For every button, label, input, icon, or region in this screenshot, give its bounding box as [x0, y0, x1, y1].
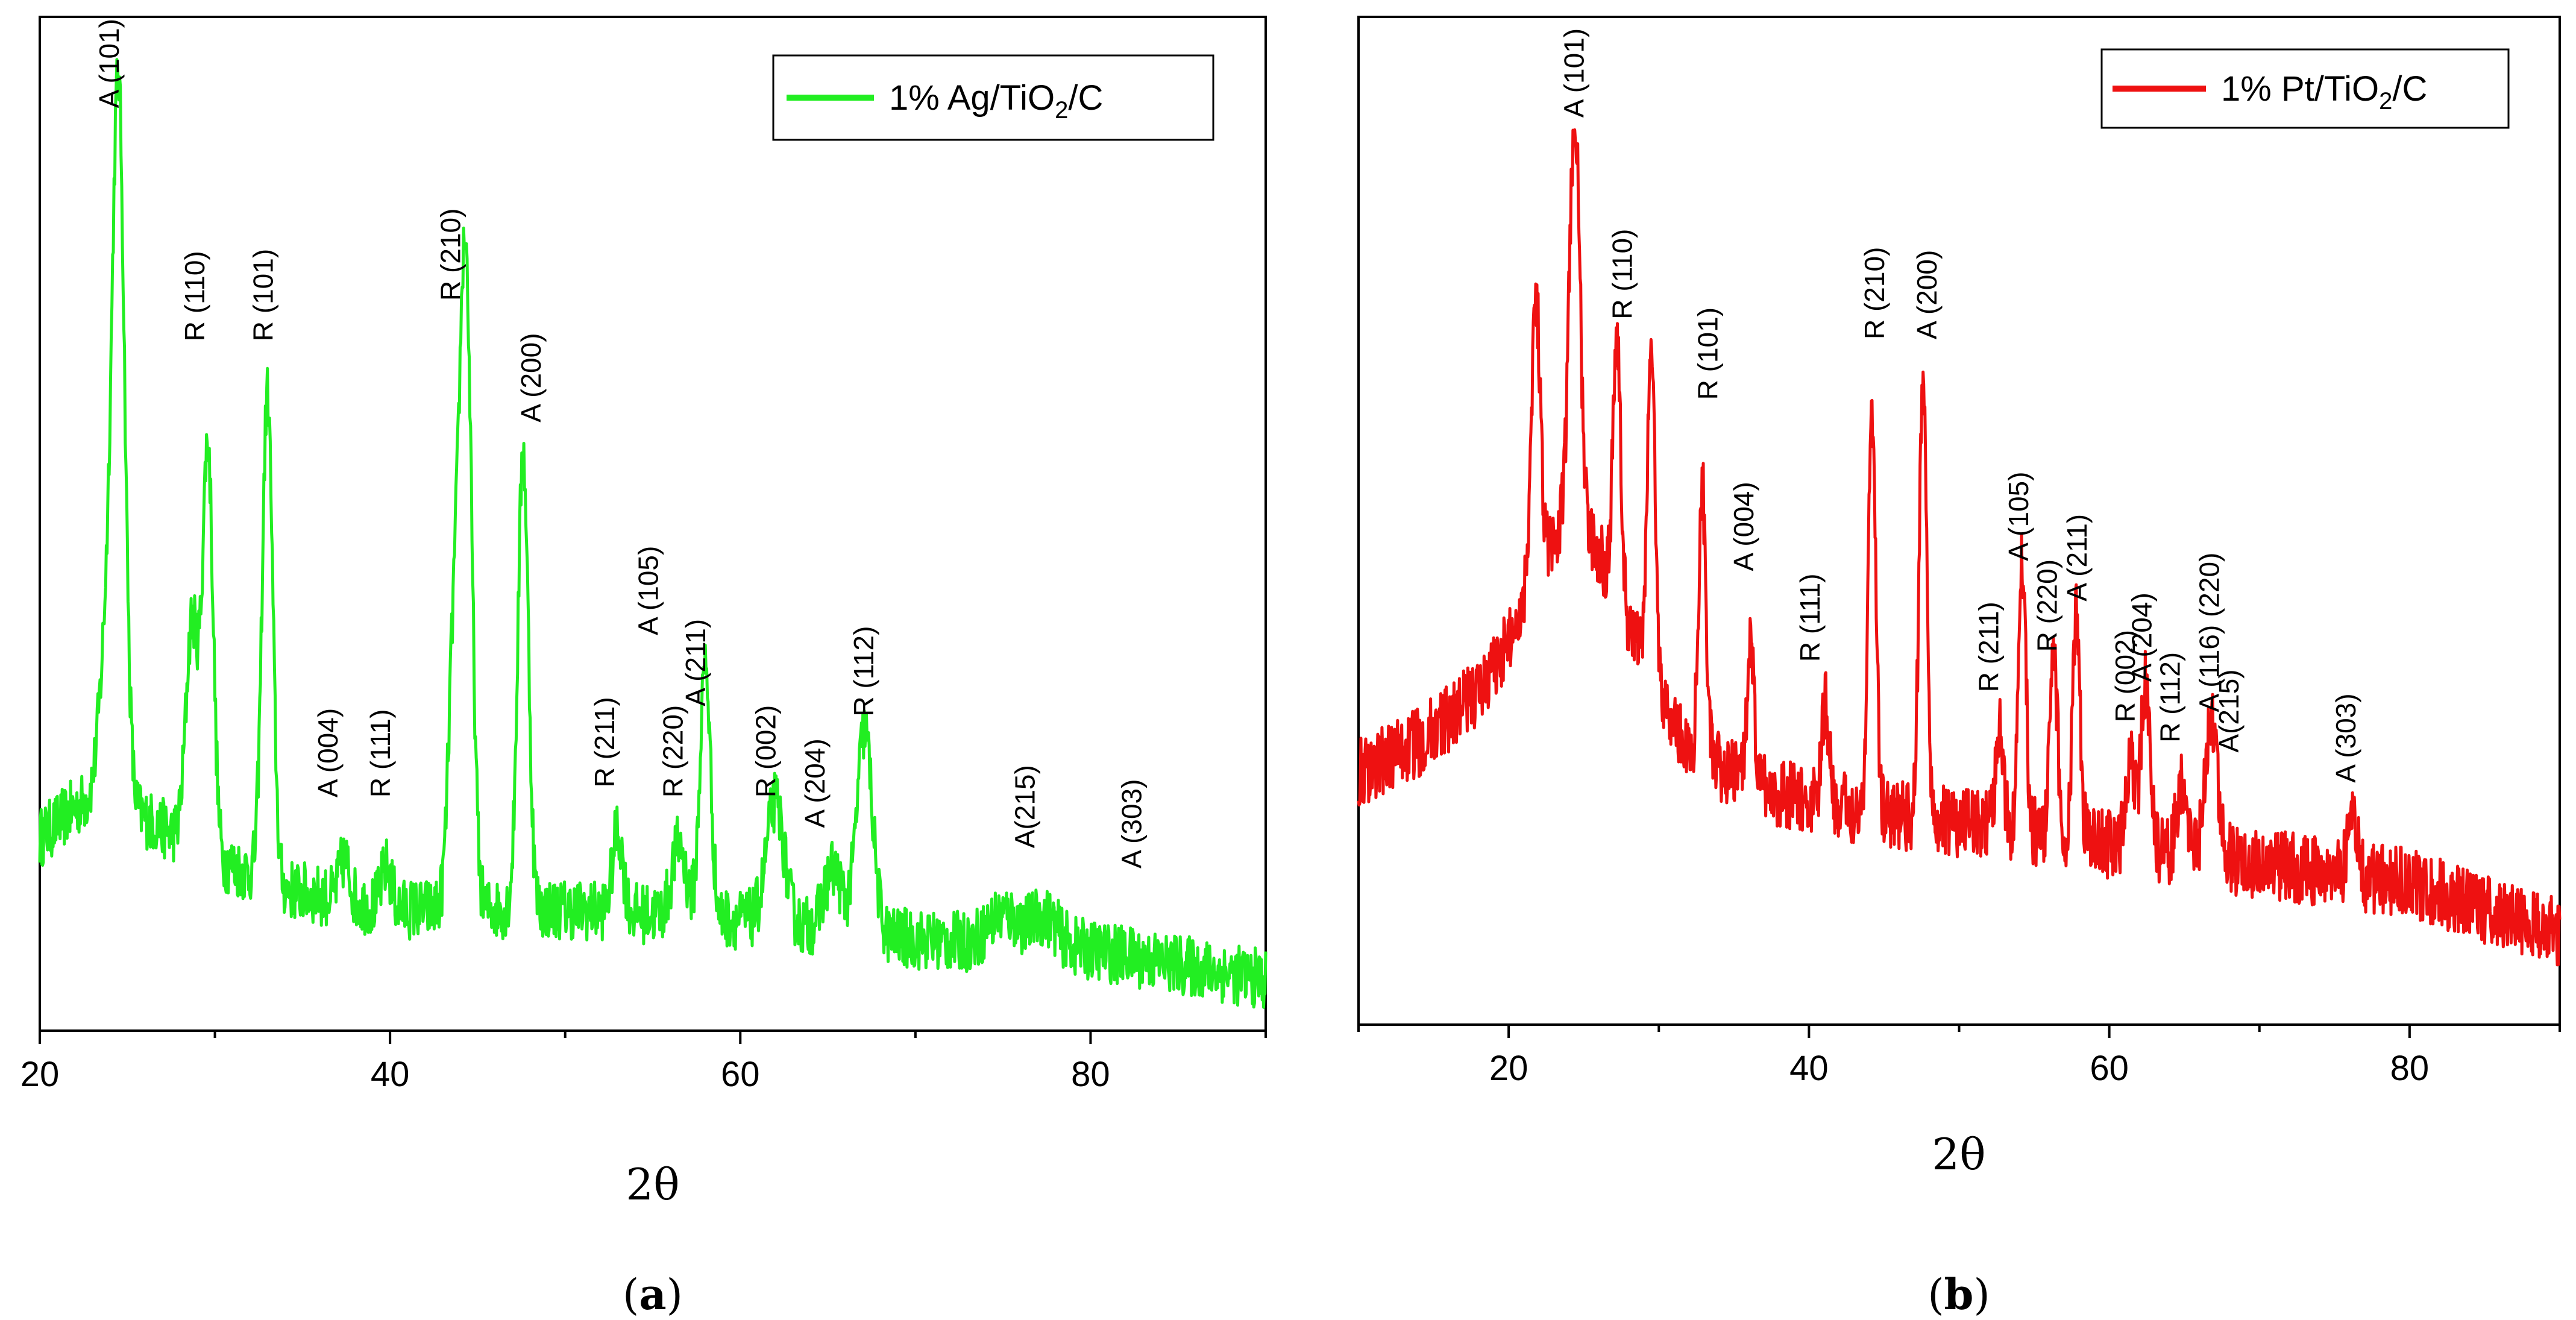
x-tick-label-a-40: 40 — [371, 1055, 410, 1094]
x-tick-label-b-20: 20 — [1489, 1049, 1528, 1088]
panel-letter-b: b — [1944, 1269, 1974, 1319]
peak-label-a-10: A (211) — [680, 619, 711, 706]
legend-b: 1% Pt/TiO2/C — [2100, 48, 2510, 129]
series-line-a — [38, 58, 1268, 1009]
x-axis-title-b: 2θ — [1932, 1129, 1985, 1180]
peak-label-b-0: A (101) — [1559, 28, 1590, 118]
x-axis-a: 20 40 60 80 — [20, 1031, 1267, 1094]
legend-text-prefix-b: 1% Pt/TiO — [2221, 69, 2379, 108]
peak-label-a-11: R (002) — [750, 705, 781, 797]
peak-label-b-16: A (303) — [2330, 693, 2361, 782]
peak-label-a-4: R (111) — [365, 709, 396, 798]
x-axis-b: 20 40 60 80 — [1357, 1025, 2561, 1088]
annotation-layer-a: A (101) R (110) R (101) A (004) R (111) R (21… — [93, 19, 1148, 869]
chart-panel-a: A (101) R (110) R (101) A (004) R (111) R (21… — [20, 16, 1268, 1319]
peak-label-a-8: A (105) — [633, 546, 664, 635]
legend-label-a: 1% Ag/TiO2/C — [889, 78, 1103, 124]
peak-label-b-13: R (112) — [2155, 652, 2186, 743]
panel-caption-a: (a) — [623, 1269, 683, 1319]
peak-label-b-5: R (210) — [1859, 247, 1890, 339]
peak-label-a-2: R (101) — [247, 249, 278, 341]
legend-text-suffix-a: /C — [1068, 78, 1103, 118]
x-tick-label-a-20: 20 — [20, 1055, 60, 1094]
peak-label-a-12: A (204) — [799, 738, 831, 828]
peak-label-b-2: R (101) — [1692, 307, 1723, 400]
legend-text-sub-a: 2 — [1055, 97, 1068, 124]
panel-letter-a: a — [639, 1269, 666, 1319]
legend-text-prefix-a: 1% Ag/TiO — [889, 78, 1055, 118]
x-tick-label-a-80: 80 — [1071, 1055, 1110, 1094]
x-tick-label-b-80: 80 — [2390, 1049, 2430, 1088]
series-layer-b — [1357, 128, 2562, 967]
peak-label-b-15: A(215) — [2213, 669, 2245, 752]
peak-label-a-15: A (303) — [1116, 779, 1148, 869]
annotation-layer-b: A (101) R (110) R (101) A (004) R (111) R (21… — [1559, 28, 2362, 783]
peak-label-a-14: A(215) — [1009, 765, 1040, 848]
series-line-b — [1357, 128, 2562, 967]
peak-label-a-1: R (110) — [179, 251, 210, 341]
peak-label-b-6: A (200) — [1911, 250, 1943, 339]
legend-text-suffix-b: /C — [2392, 69, 2427, 108]
peak-label-a-7: R (211) — [589, 697, 620, 787]
peak-label-a-13: R (112) — [848, 626, 879, 717]
x-tick-label-b-60: 60 — [2090, 1049, 2129, 1088]
peak-label-a-5: R (210) — [435, 209, 466, 301]
panel-caption-b: (b) — [1927, 1269, 1990, 1319]
chart-panel-b: A (101) R (110) R (101) A (004) R (111) R (21… — [1357, 16, 2562, 1319]
peak-label-b-1: R (110) — [1606, 229, 1638, 319]
x-axis-title-a: 2θ — [626, 1159, 679, 1210]
peak-label-a-0: A (101) — [93, 19, 125, 108]
legend-text-sub-b: 2 — [2379, 88, 2392, 115]
peak-label-a-9: R (220) — [657, 705, 688, 797]
peak-label-a-6: A (200) — [515, 333, 547, 422]
peak-label-b-11: R (002) — [2109, 630, 2141, 722]
peak-label-b-10: A (211) — [2061, 514, 2093, 602]
x-tick-label-b-40: 40 — [1789, 1049, 1829, 1088]
peak-label-b-12: A (204) — [2126, 592, 2157, 682]
plot-frame-a — [39, 16, 1267, 1032]
series-layer-a — [38, 58, 1268, 1009]
peak-label-b-7: R (211) — [1973, 602, 2004, 692]
peak-label-b-14: A (116) (220) — [2193, 553, 2225, 712]
legend-a: 1% Ag/TiO2/C — [772, 54, 1214, 141]
peak-label-b-3: A (004) — [1728, 482, 1759, 571]
legend-label-b: 1% Pt/TiO2/C — [2221, 69, 2427, 115]
x-tick-label-a-60: 60 — [721, 1055, 760, 1094]
peak-label-b-8: A (105) — [2003, 472, 2034, 561]
peak-label-b-9: R (220) — [2031, 559, 2062, 652]
peak-label-a-3: A (004) — [312, 708, 344, 797]
peak-label-b-4: R (111) — [1794, 574, 1826, 662]
